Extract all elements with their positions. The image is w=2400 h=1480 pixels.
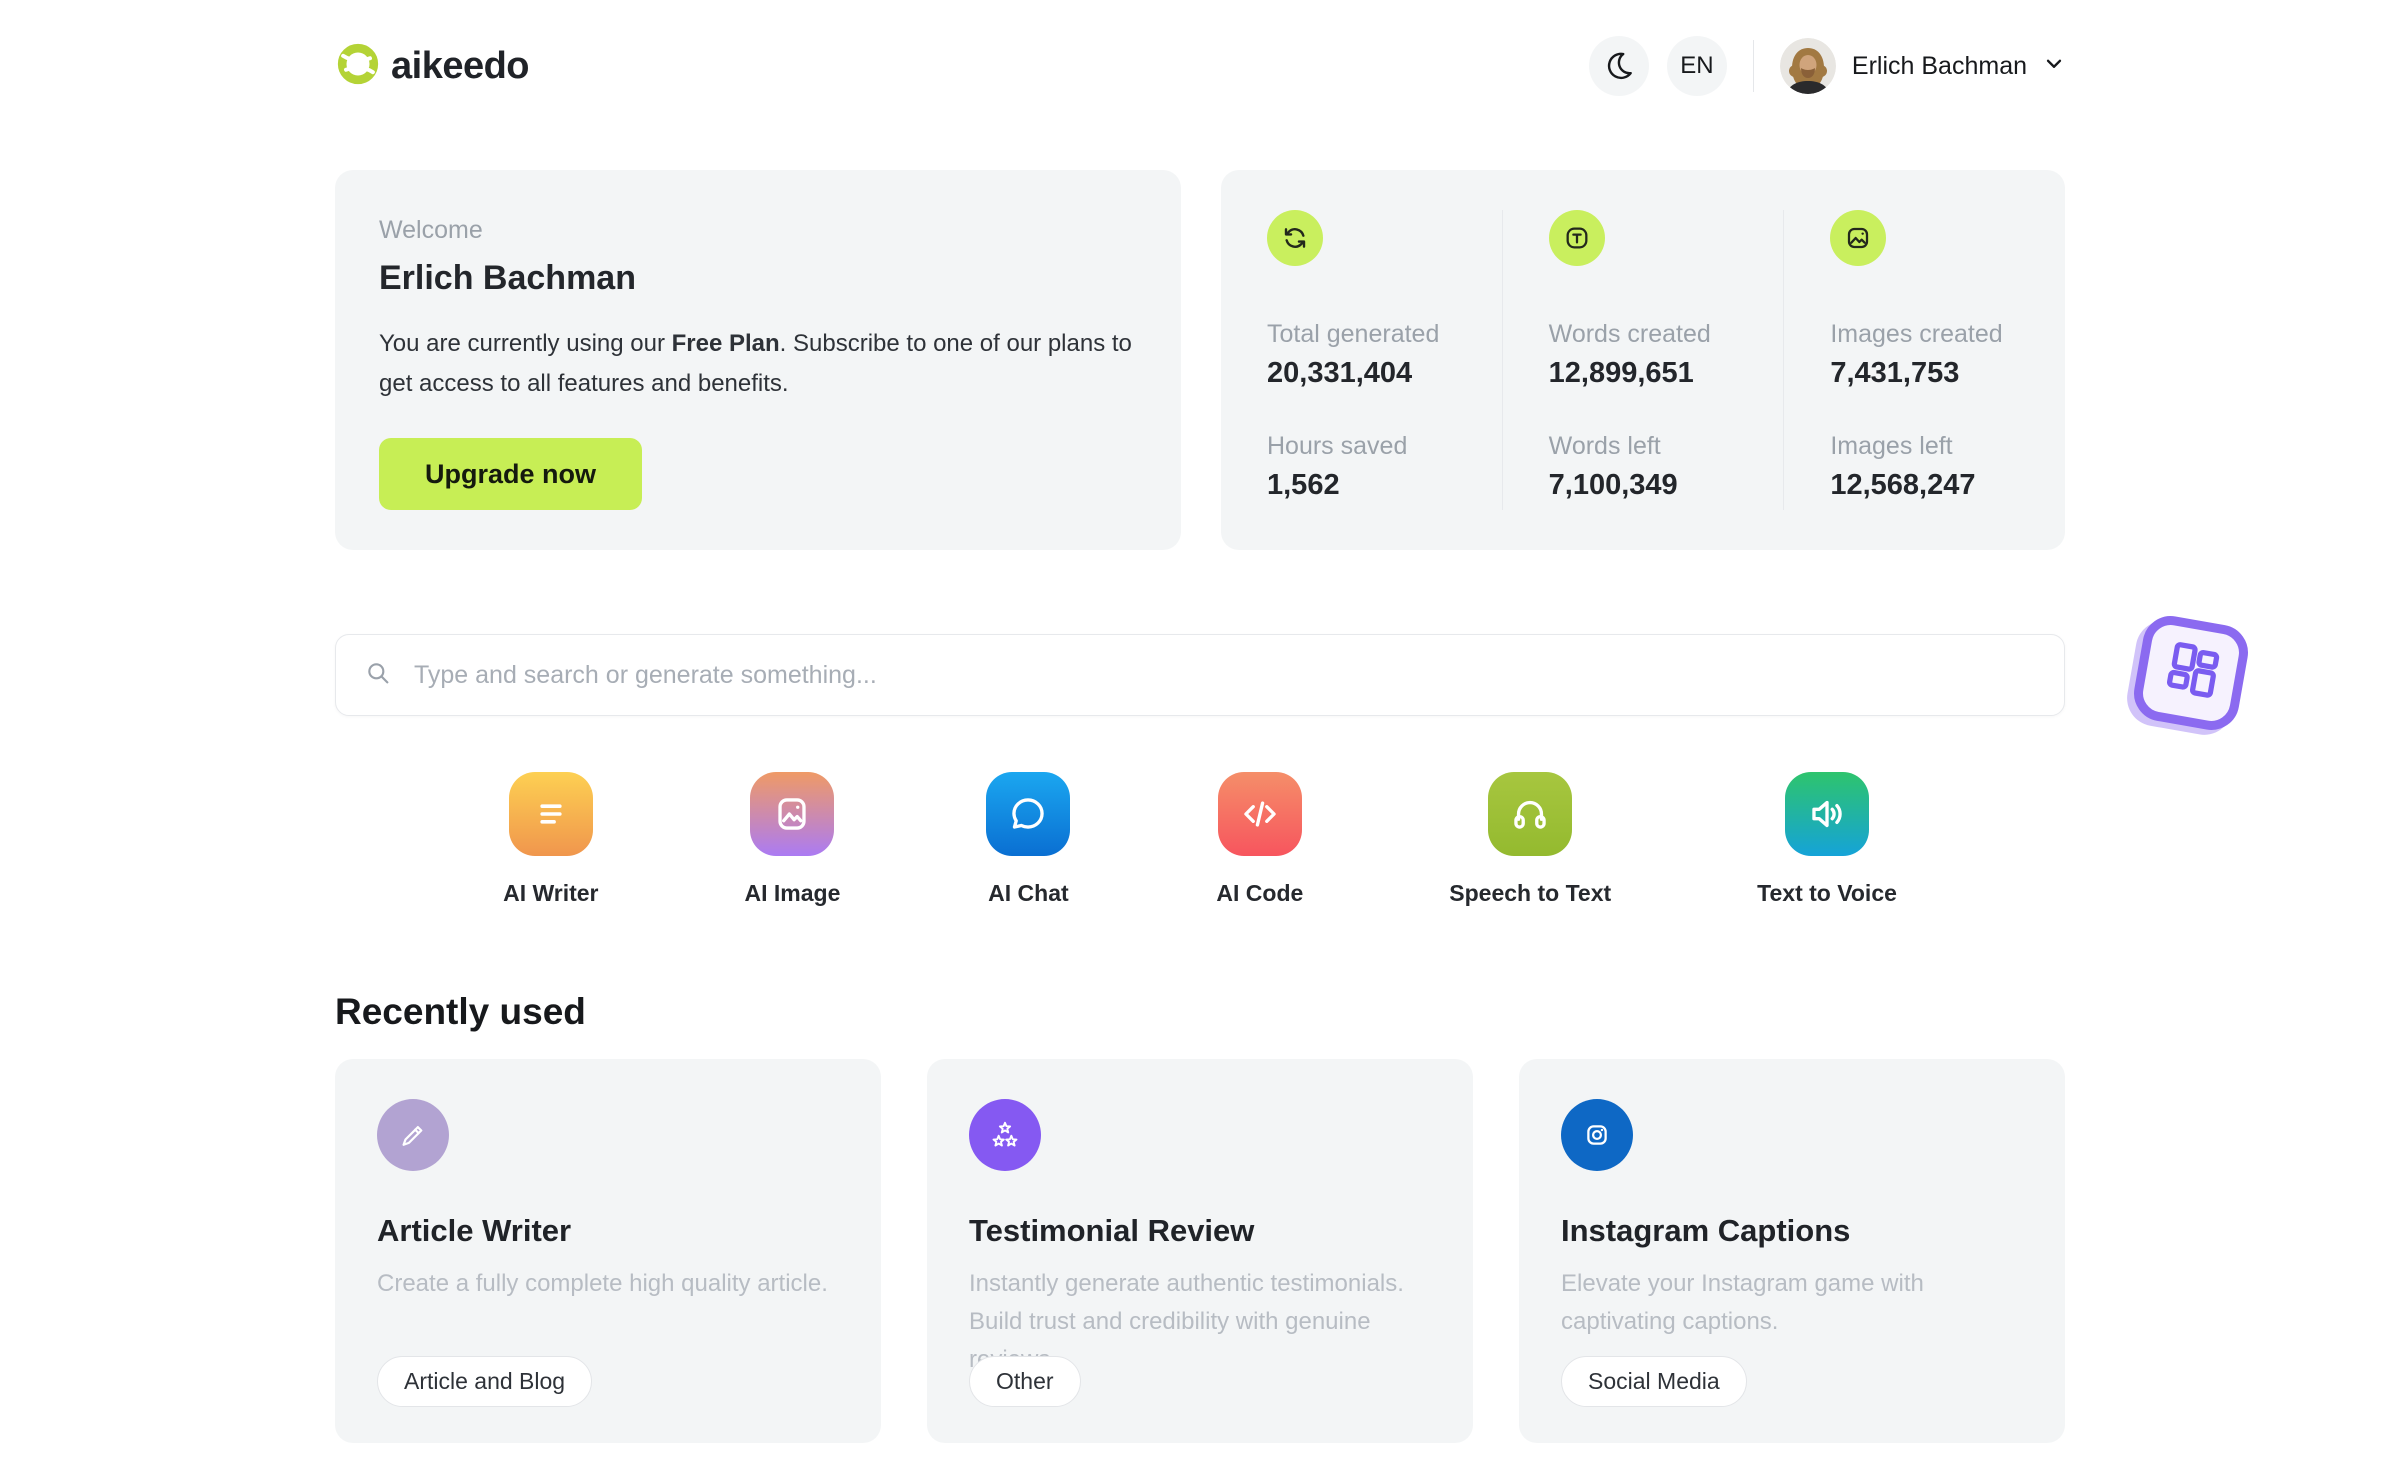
top-bar: aikeedo EN (335, 0, 2065, 98)
dark-mode-button[interactable] (1588, 36, 1649, 96)
stat-value: 20,331,404 (1267, 357, 1413, 389)
tool-label: Text to Voice (1757, 880, 1897, 906)
writer-icon (508, 772, 593, 856)
recent-card-testimonial-review[interactable]: Testimonial Review Instantly generate au… (927, 1059, 1473, 1443)
tool-item-text-to-voice[interactable]: Text to Voice (1757, 772, 1897, 907)
stat-value: 12,899,651 (1548, 357, 1694, 389)
stat-label: Hours saved (1267, 432, 1408, 460)
stat-value: 7,431,753 (1830, 357, 1960, 389)
stat-value: 12,568,247 (1830, 469, 1976, 501)
recent-cards-row: Article Writer Create a fully complete h… (335, 1059, 2065, 1443)
floating-apps-widget[interactable] (2129, 611, 2253, 735)
user-avatar (1779, 38, 1836, 94)
header-controls: EN (1588, 36, 2065, 96)
moon-icon (1602, 48, 1636, 85)
chevron-down-icon (2043, 53, 2065, 80)
headphones-icon (1488, 772, 1573, 856)
tool-label: AI Chat (988, 880, 1069, 906)
tool-item-ai-writer[interactable]: AI Writer (503, 772, 599, 907)
stat-words-created: Words created 12,899,651 (1549, 320, 1784, 390)
card-title: Article Writer (377, 1213, 572, 1248)
tool-label: AI Code (1216, 880, 1304, 906)
card-description: Create a fully complete high quality art… (377, 1270, 828, 1297)
stat-hours-saved: Hours saved 1,562 (1267, 432, 1502, 502)
code-icon (1217, 772, 1302, 856)
refresh-icon (1267, 210, 1323, 266)
stat-total-generated: Total generated 20,331,404 (1267, 320, 1502, 390)
tool-item-ai-chat[interactable]: AI Chat (986, 772, 1071, 907)
tool-item-ai-image[interactable]: AI Image (744, 772, 841, 907)
apps-grid-icon (2149, 629, 2233, 717)
brand-name: aikeedo (391, 44, 530, 87)
usage-column-generated: Total generated 20,331,404 Hours saved 1… (1221, 210, 1502, 510)
stat-words-left: Words left 7,100,349 (1549, 432, 1784, 502)
card-title: Instagram Captions (1561, 1213, 1851, 1248)
brand-logo-icon (335, 41, 381, 92)
stat-value: 7,100,349 (1548, 469, 1678, 501)
summary-row: Welcome Erlich Bachman You are currently… (335, 170, 2065, 550)
welcome-message: You are currently using our Free Plan. S… (379, 330, 1132, 397)
plan-name: Free Plan (671, 330, 780, 357)
welcome-user-name: Erlich Bachman (379, 259, 636, 297)
stat-label: Images left (1830, 432, 1953, 460)
tool-label: AI Image (744, 880, 841, 906)
chat-icon (986, 772, 1071, 856)
speaker-icon (1785, 772, 1870, 856)
usage-column-images: Images created 7,431,753 Images left 12,… (1783, 210, 2065, 510)
pencil-icon (377, 1099, 449, 1171)
stat-label: Total generated (1267, 320, 1440, 348)
stat-value: 1,562 (1267, 469, 1340, 501)
images-icon (1830, 210, 1887, 266)
search-bar (335, 634, 2065, 716)
usage-column-words: Words created 12,899,651 Words left 7,10… (1501, 210, 1784, 510)
welcome-card: Welcome Erlich Bachman You are currently… (335, 170, 1181, 550)
stat-images-left: Images left 12,568,247 (1830, 432, 2065, 502)
search-icon (362, 657, 394, 694)
card-description: Elevate your Instagram game with captiva… (1561, 1270, 1924, 1335)
words-icon (1548, 210, 1605, 266)
stat-label: Images created (1830, 320, 2003, 348)
usage-stats-card: Total generated 20,331,404 Hours saved 1… (1221, 170, 2065, 550)
stat-label: Words left (1548, 432, 1661, 460)
user-name: Erlich Bachman (1851, 51, 2027, 80)
card-tag: Other (969, 1356, 1081, 1407)
tool-item-ai-code[interactable]: AI Code (1216, 772, 1303, 907)
stat-images-created: Images created 7,431,753 (1830, 320, 2065, 390)
brand[interactable]: aikeedo (335, 41, 530, 92)
language-button[interactable]: EN (1666, 36, 1727, 96)
tool-label: AI Writer (503, 880, 599, 906)
card-tag: Social Media (1561, 1356, 1747, 1407)
stars-icon (969, 1099, 1041, 1171)
recent-card-article-writer[interactable]: Article Writer Create a fully complete h… (335, 1059, 881, 1443)
card-tag: Article and Blog (377, 1356, 593, 1407)
header-divider (1752, 40, 1754, 92)
user-menu[interactable]: Erlich Bachman (1779, 38, 2065, 94)
tools-row: AI Writer AI Image AI Ch (335, 772, 2065, 907)
recent-card-instagram-captions[interactable]: Instagram Captions Elevate your Instagra… (1519, 1059, 2065, 1443)
tool-label: Speech to Text (1449, 880, 1612, 906)
instagram-icon (1561, 1099, 1633, 1171)
stat-label: Words created (1548, 320, 1711, 348)
recently-used-heading: Recently used (335, 991, 586, 1032)
image-icon (750, 772, 835, 856)
upgrade-button[interactable]: Upgrade now (379, 438, 643, 510)
search-input[interactable] (412, 659, 2038, 691)
card-title: Testimonial Review (969, 1213, 1255, 1248)
welcome-label: Welcome (379, 216, 483, 244)
tool-item-speech-to-text[interactable]: Speech to Text (1449, 772, 1611, 907)
